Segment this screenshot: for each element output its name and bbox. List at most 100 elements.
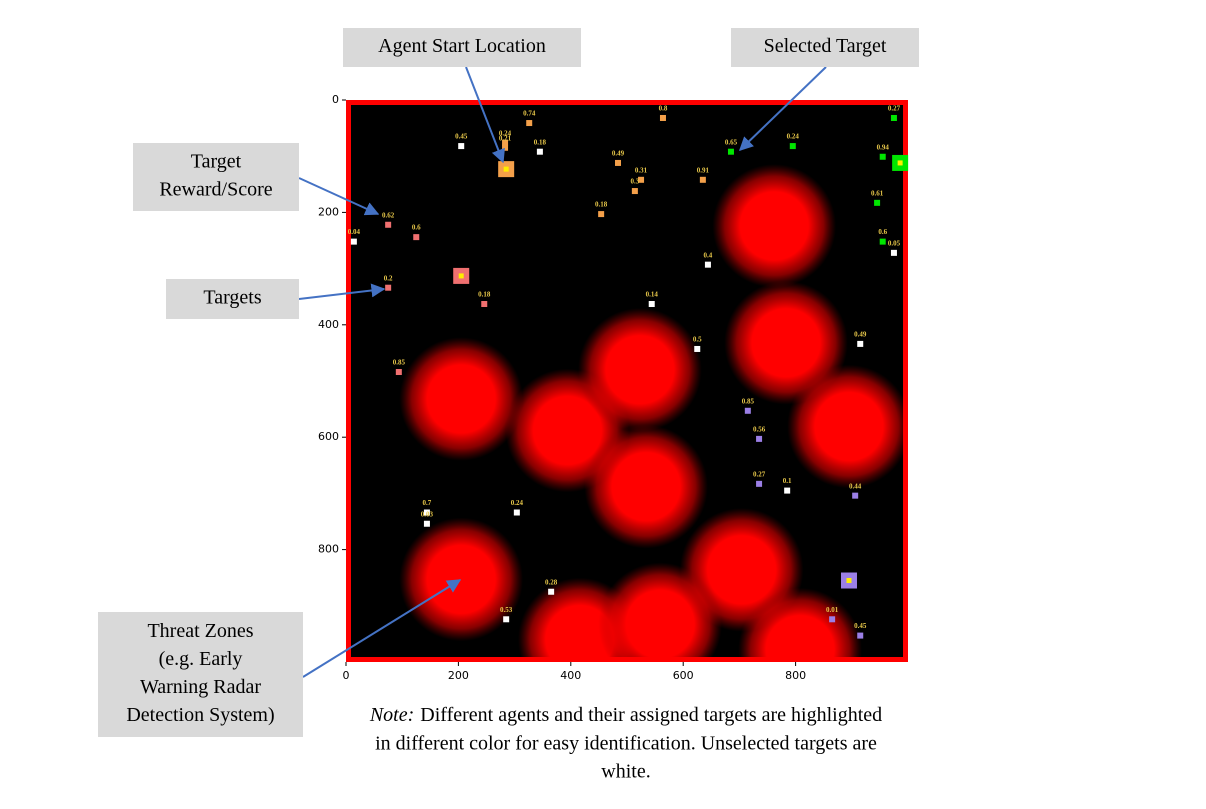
threat-zone: [712, 164, 837, 288]
target: [756, 435, 763, 442]
target-score: 0.27: [753, 470, 766, 478]
target: [526, 120, 533, 127]
annotation-text: Warning Radar: [140, 676, 261, 698]
target: [852, 492, 859, 499]
target: [481, 301, 488, 308]
annotations: Agent Start Location Selected Target Targe…: [98, 28, 919, 737]
threat-zone: [598, 562, 722, 662]
annotation-text: Selected Target: [764, 35, 887, 57]
agent-marker: [897, 160, 903, 166]
target-score: 0.3: [630, 178, 639, 186]
target: [789, 143, 796, 150]
plot-area: 0 200 400 600 80002004006008000.740.80.240.2…: [318, 93, 909, 682]
target-score: 0.24: [511, 499, 524, 507]
y-tick-label: 400: [318, 318, 339, 331]
threat-zone: [584, 424, 708, 549]
target-score: 0.61: [871, 189, 884, 197]
target: [648, 301, 655, 308]
threat-zones: [399, 164, 908, 662]
target: [890, 249, 897, 256]
target-score: 0.85: [393, 359, 406, 367]
target: [829, 616, 836, 623]
arrow: [298, 283, 386, 300]
target-score: 0.62: [382, 211, 395, 219]
target: [598, 211, 605, 218]
y-tick-label: 800: [318, 543, 339, 556]
target-score: 0.18: [478, 291, 491, 299]
target-score: 0.6: [412, 224, 421, 232]
target-score: 0.05: [888, 239, 901, 247]
annotation-text: Threat Zones: [147, 620, 253, 642]
target-score: 0.21: [499, 134, 512, 142]
target: [502, 139, 509, 146]
target-score: 0.14: [646, 291, 659, 299]
x-tick-label: 200: [448, 669, 469, 682]
target: [744, 407, 751, 414]
target: [890, 114, 897, 121]
target-group: 0.74 0.8 0.240.21 0.49 0.31 0.3 0.18 0.91: [498, 105, 710, 218]
annotation-text: Target: [191, 151, 242, 173]
target-score: 0.91: [697, 166, 710, 174]
x-tick-label: 600: [673, 669, 694, 682]
target-score: 0.7: [423, 499, 432, 507]
annotation-box: [133, 143, 299, 211]
target-score: 0.8: [659, 105, 668, 113]
note-line: in different color for easy identificati…: [375, 733, 877, 755]
target: [615, 159, 622, 166]
target-score: 0.04: [348, 228, 361, 236]
target-score: 0.74: [523, 110, 536, 118]
target-score: 0.31: [635, 166, 648, 174]
target: [423, 509, 430, 516]
target-score: 0.28: [545, 578, 558, 586]
target-score: 0.53: [500, 606, 513, 614]
target: [385, 284, 392, 291]
agent-marker: [503, 166, 509, 172]
plot-frame: [346, 100, 908, 662]
target-score: 0.6: [878, 228, 887, 236]
target: [874, 199, 881, 206]
arrow: [302, 579, 462, 678]
target: [784, 487, 791, 494]
annotation-box: [98, 612, 303, 737]
annotation-text: Targets: [203, 287, 261, 309]
target-group: 0.45 0.18 0.04 0.05 0.4 0.14 0.5 0.49 0.1 0.7 0.03…: [348, 133, 901, 623]
y-tick-label: 600: [318, 430, 339, 443]
target-score: 0.45: [854, 622, 867, 630]
note-line: Different agents and their assigned targ…: [420, 704, 882, 726]
target-score: 0.18: [595, 201, 608, 209]
target: [704, 261, 711, 268]
threat-zone: [399, 337, 524, 461]
target: [857, 632, 864, 639]
target: [503, 616, 510, 623]
target: [502, 144, 509, 151]
target-score: 0.03: [421, 510, 434, 518]
threat-zone: [578, 307, 702, 432]
target-score: 0.65: [725, 138, 738, 146]
x-tick-label: 0: [343, 669, 350, 682]
annotation-box: [731, 28, 919, 67]
target: [756, 480, 763, 487]
x-tick-label: 400: [560, 669, 581, 682]
target-score: 0.94: [877, 143, 890, 151]
y-tick-label: 200: [318, 205, 339, 218]
agent-marker: [458, 273, 464, 279]
arrow: [738, 66, 827, 151]
target: [350, 238, 357, 245]
target: [413, 234, 420, 241]
target-score: 0.18: [534, 138, 547, 146]
target: [638, 176, 645, 183]
target: [727, 148, 734, 155]
target: [879, 153, 886, 160]
target: [513, 509, 520, 516]
target-group: 0.85 0.56 0.27 0.44 0.01 0.45: [742, 397, 867, 639]
annotation-text: (e.g. Early: [159, 648, 243, 670]
annotation-text: Agent Start Location: [378, 35, 546, 57]
note-prefix: Note:: [369, 704, 414, 726]
threat-zone: [399, 517, 524, 642]
target: [548, 588, 555, 595]
threat-zone: [738, 587, 862, 662]
annotation-text: Detection System): [126, 704, 274, 726]
target-score: 0.27: [888, 105, 901, 113]
target-score: 0.2: [384, 274, 393, 282]
